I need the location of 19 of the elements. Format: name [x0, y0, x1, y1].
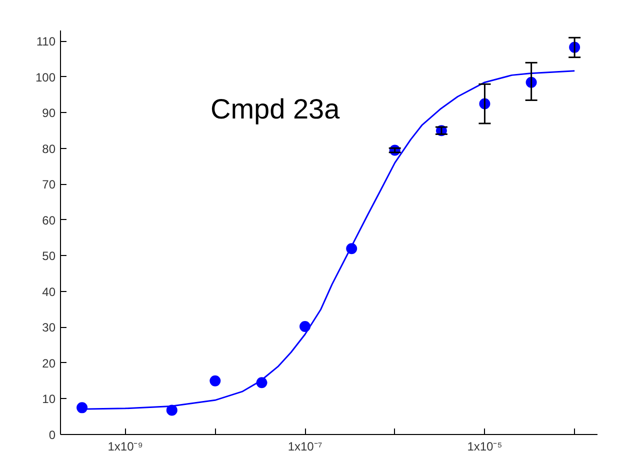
y-tick-label: 70	[42, 178, 56, 192]
point	[166, 404, 178, 416]
x-tick-label: 1x10⁻⁹	[108, 440, 143, 454]
y-tick-label: 100	[35, 70, 56, 84]
y-tick-label: 110	[36, 34, 56, 49]
annotation: Cmpd 23a	[210, 94, 340, 124]
y-tick-label: 30	[42, 320, 56, 335]
point	[300, 321, 311, 332]
y-tick-label: 90	[42, 106, 56, 120]
y-tick-label: 0	[48, 428, 56, 442]
y-tick-label: 80	[42, 142, 56, 156]
y-tick-label: 50	[42, 249, 56, 264]
y-tick-label: 10	[42, 392, 56, 406]
x-tick-label: 1x10⁻⁵	[467, 440, 502, 454]
point	[210, 375, 221, 386]
x-tick-label: 1x10⁻⁷	[288, 440, 322, 454]
y-tick-label: 20	[42, 356, 56, 370]
y-tick-label: 60	[42, 213, 56, 228]
y-tick-label: 40	[42, 284, 56, 299]
